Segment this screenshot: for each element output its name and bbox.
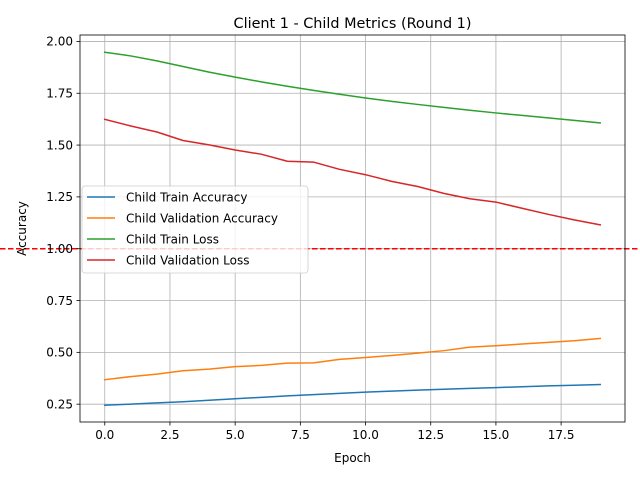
x-tick-label: 5.0: [226, 428, 245, 442]
plot-frame: [79, 34, 626, 423]
y-tick-label: 2.00: [46, 35, 73, 49]
chart-title: Client 1 - Child Metrics (Round 1): [234, 16, 472, 32]
y-tick-label: 0.50: [46, 346, 73, 360]
x-tick-label: 15.0: [483, 428, 510, 442]
legend-label: Child Validation Accuracy: [126, 211, 278, 225]
legend: Child Train Accuracy Child Validation Acc…: [81, 185, 309, 274]
x-tick-label: 7.5: [291, 428, 310, 442]
legend-label: Child Train Loss: [126, 232, 219, 246]
y-axis-label: Accuracy: [15, 201, 29, 256]
y-tick-label: 0.75: [46, 294, 73, 308]
y-tick-label: 1.25: [46, 190, 73, 204]
y-tick-label: 1.00: [46, 242, 73, 256]
x-axis-ticks: 0.0 2.5 5.0 7.5 10.0 12.5 15.0 17.5: [95, 422, 574, 442]
legend-label: Child Train Accuracy: [126, 190, 247, 204]
legend-box: [81, 185, 309, 274]
x-tick-label: 0.0: [95, 428, 114, 442]
y-tick-label: 1.50: [46, 138, 73, 152]
series-line-3: [103, 51, 602, 124]
series-layer: [103, 51, 602, 406]
y-tick-label: 0.25: [46, 397, 73, 411]
x-axis-label: Epoch: [334, 451, 371, 465]
x-tick-label: 17.5: [548, 428, 575, 442]
y-tick-label: 1.75: [46, 87, 73, 101]
legend-label: Child Validation Loss: [126, 253, 249, 267]
series-line-2: [103, 337, 602, 381]
x-tick-label: 10.0: [352, 428, 379, 442]
y-axis-ticks: 0.25 0.50 0.75 1.00 1.25 1.50 1.75 2.00: [46, 35, 80, 411]
series-line-1: [103, 383, 602, 406]
x-tick-label: 2.5: [160, 428, 179, 442]
series-line-4: [103, 118, 602, 226]
x-tick-label: 12.5: [417, 428, 444, 442]
